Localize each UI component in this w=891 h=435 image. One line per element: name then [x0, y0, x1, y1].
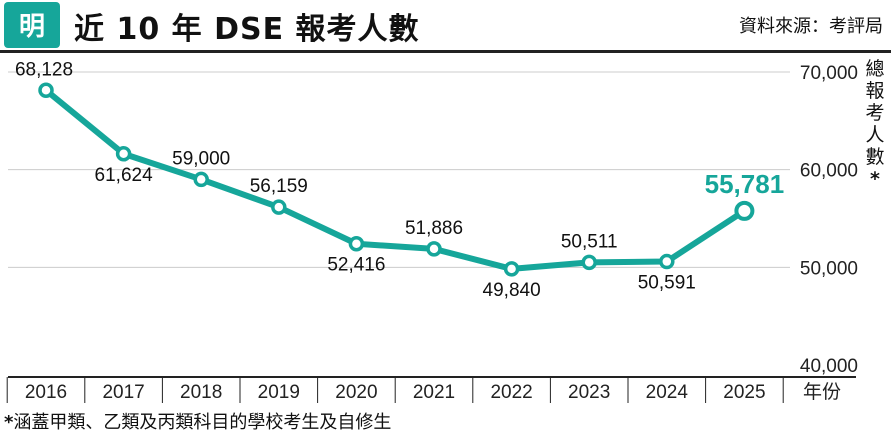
- y-tick-label: 70,000: [800, 63, 858, 84]
- y-tick-label: 50,000: [800, 258, 858, 279]
- footnote-star: *: [4, 412, 14, 433]
- data-label: 68,128: [15, 59, 73, 80]
- y-tick-label: 60,000: [800, 161, 858, 182]
- footnote: *涵蓋甲類、乙類及丙類科目的學校考生及自修生: [4, 408, 391, 434]
- y-axis-label-char: 總: [865, 58, 885, 80]
- data-label: 61,624: [95, 165, 154, 186]
- data-label: 51,886: [405, 218, 463, 239]
- logo-char: 明: [19, 12, 45, 42]
- x-tick-label: 2022: [490, 382, 532, 403]
- x-tick-label: 2025: [723, 382, 765, 403]
- x-tick-label: 2023: [568, 382, 610, 403]
- y-axis-label-char: *: [870, 168, 880, 190]
- chart-title: 近 10 年 DSE 報考人數: [74, 12, 420, 47]
- logo-background: [4, 2, 60, 48]
- data-label: 52,416: [327, 255, 385, 276]
- data-point: [193, 171, 209, 188]
- x-tick-label: 2018: [180, 382, 222, 403]
- data-point-highlight: [734, 200, 755, 221]
- data-point: [659, 253, 675, 270]
- x-tick-label: 2021: [413, 382, 455, 403]
- data-label: 56,159: [250, 176, 308, 197]
- x-tick-label: 2019: [258, 382, 300, 403]
- y-axis-label-char: 人: [865, 124, 885, 146]
- x-tick-label: 2020: [335, 382, 377, 403]
- y-axis-label-char: 數: [865, 146, 885, 168]
- x-tick-label: 2016: [25, 382, 67, 403]
- data-point: [115, 146, 132, 162]
- header-divider: [0, 50, 891, 53]
- data-label: 59,000: [172, 148, 230, 169]
- data-point: [38, 82, 54, 99]
- data-point: [503, 261, 520, 277]
- x-axis-label: 年份: [803, 381, 841, 403]
- data-point: [271, 199, 287, 215]
- data-label: 49,840: [483, 280, 541, 301]
- y-axis-label-char: 考: [865, 102, 885, 124]
- x-tick-label: 2017: [102, 382, 144, 403]
- y-axis-label: 總報考人數 *: [858, 58, 891, 190]
- data-label: 50,511: [561, 231, 618, 252]
- source-note: 資料來源：考評局: [739, 16, 883, 37]
- data-point: [348, 235, 365, 252]
- ming-pao-logo: 明: [4, 2, 60, 48]
- data-point: [581, 254, 597, 271]
- series-line: [43, 87, 748, 272]
- footnote-text: 涵蓋甲類、乙類及丙類科目的學校考生及自修生: [13, 412, 392, 433]
- y-axis-label-char: 報: [865, 80, 885, 102]
- data-point: [426, 241, 442, 257]
- data-label-highlight: 55,781: [705, 169, 785, 199]
- y-tick-label: 40,000: [800, 356, 858, 377]
- x-tick-label: 2024: [646, 382, 689, 403]
- data-label: 50,591: [638, 273, 696, 294]
